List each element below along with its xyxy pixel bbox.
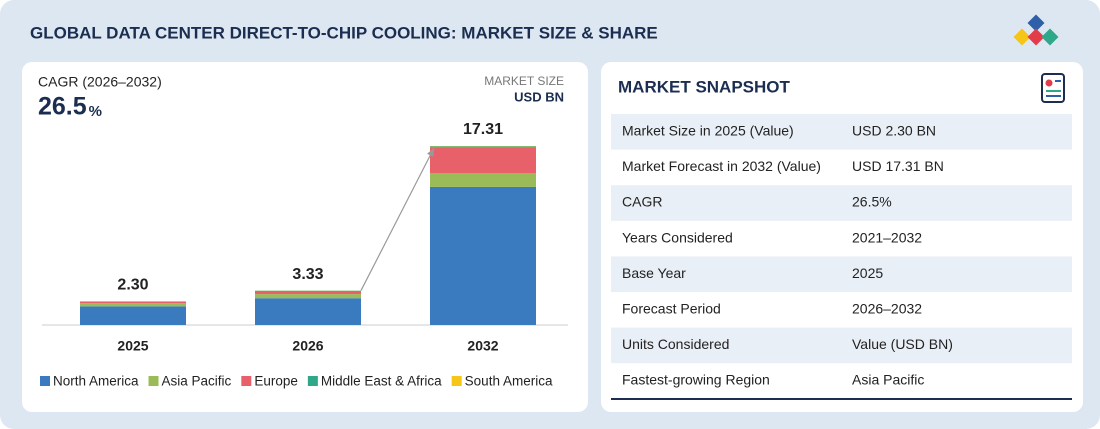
table-cell-label: Forecast Period	[622, 301, 721, 317]
legend-swatch	[307, 376, 318, 386]
page-title: GLOBAL DATA CENTER DIRECT-TO-CHIP COOLIN…	[30, 23, 658, 42]
table-cell-label: Years Considered	[622, 229, 733, 245]
legend-swatch	[148, 376, 159, 386]
bar-segment	[430, 147, 536, 173]
bar-segment	[255, 298, 361, 325]
snapshot-title: MARKET SNAPSHOT	[618, 77, 791, 96]
legend-label: Middle East & Africa	[321, 374, 442, 389]
table-cell-value: Asia Pacific	[852, 372, 924, 388]
table-row-bg	[611, 185, 1072, 221]
total-label: 17.31	[463, 121, 503, 138]
bar-segment	[255, 294, 361, 299]
legend-swatch	[40, 376, 50, 386]
table-cell-label: Base Year	[622, 265, 686, 281]
table-cell-value: 2025	[852, 265, 883, 281]
bar-segment	[430, 146, 536, 148]
legend-label: South America	[465, 374, 553, 389]
bar-segment	[80, 303, 186, 307]
bar-segment	[430, 186, 536, 325]
legend-swatch	[451, 376, 462, 386]
snapshot-icon	[1041, 73, 1065, 103]
unit-label: MARKET SIZE	[484, 74, 564, 88]
growth-arrow	[360, 147, 435, 291]
x-tick-label: 2025	[117, 338, 148, 354]
legend-label: Europe	[254, 374, 298, 389]
total-label: 3.33	[292, 266, 323, 283]
table-row-bg	[611, 256, 1072, 292]
legend-label: North America	[53, 374, 139, 389]
table-cell-label: Market Size in 2025 (Value)	[622, 123, 794, 139]
total-label: 2.30	[117, 276, 148, 293]
cagr-value: 26.5	[38, 93, 87, 121]
table-cell-value: 2021–2032	[852, 229, 922, 245]
growth-arrowhead	[427, 148, 434, 157]
bar-segment	[80, 306, 186, 325]
table-row-bg	[611, 327, 1072, 364]
table-cell-value: 2026–2032	[852, 301, 922, 317]
unit: USD BN	[514, 89, 564, 104]
table-cell-value: Value (USD BN)	[852, 336, 953, 352]
table-cell-label: CAGR	[622, 194, 662, 210]
x-tick-label: 2026	[292, 338, 323, 354]
bar-segment	[255, 290, 361, 295]
bar-segment	[430, 172, 536, 187]
table-cell-label: Units Considered	[622, 336, 729, 352]
table-cell-label: Market Forecast in 2032 (Value)	[622, 158, 821, 174]
table-cell-value: USD 2.30 BN	[852, 123, 936, 139]
cagr-unit: %	[89, 103, 102, 120]
x-tick-label: 2032	[467, 338, 498, 354]
legend-swatch	[241, 376, 252, 386]
table-cell-label: Fastest-growing Region	[622, 372, 770, 388]
bar-segment	[80, 301, 186, 304]
table-cell-value: 26.5%	[852, 194, 892, 210]
cagr-label: CAGR (2026–2032)	[38, 74, 162, 90]
legend-label: Asia Pacific	[162, 374, 232, 389]
table-row-bg	[611, 114, 1072, 150]
table-cell-value: USD 17.31 BN	[852, 158, 944, 174]
